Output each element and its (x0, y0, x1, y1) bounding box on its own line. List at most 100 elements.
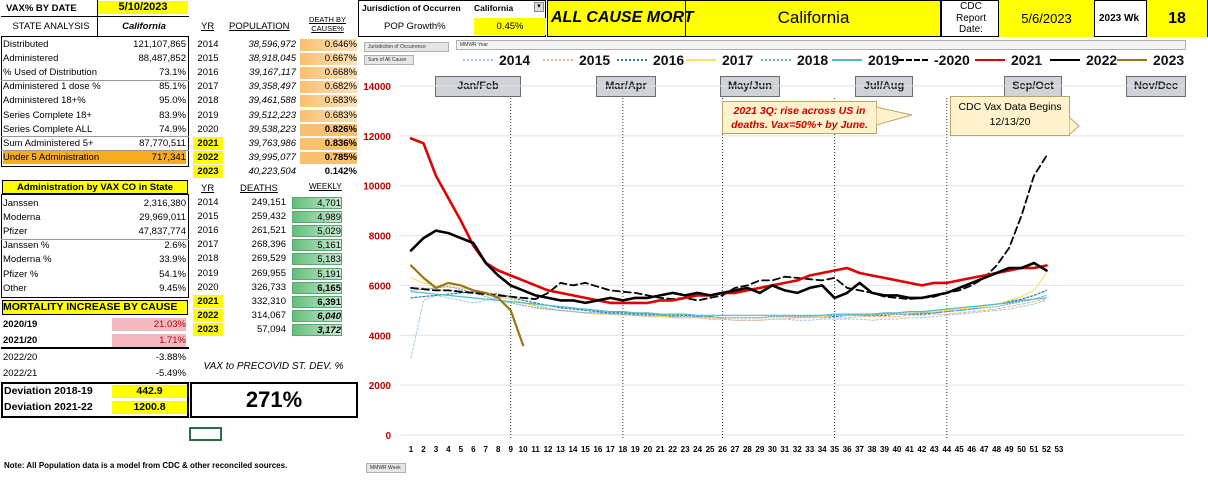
x-tick-label: 3 (434, 445, 439, 454)
cause-pct: 0.683% (300, 95, 357, 108)
yr-header: YR (201, 21, 215, 32)
x-tick-label: 39 (880, 445, 889, 454)
cause-pct: 0.683% (300, 109, 357, 122)
legend-item: 2017 (686, 52, 753, 68)
pop-year: 2017 (197, 81, 219, 93)
legend-label: 2023 (1153, 52, 1185, 68)
mmwr-year-filter-button[interactable]: MMWR Year (456, 40, 1186, 50)
series-line-2020 (410, 154, 1048, 302)
selected-cell[interactable] (189, 427, 222, 441)
sum-filter-button[interactable]: Sum of All Cause (364, 55, 414, 65)
vax-by-date-value: 5/10/2023 (98, 1, 188, 14)
admin-co-value: 2.6% (164, 240, 186, 252)
legend-label: -2020 (934, 52, 970, 68)
weekly-header: WEEKLY (309, 182, 342, 191)
filter-dropdown-icon[interactable]: ▾ (534, 2, 544, 12)
vax-stat-value: 87,770,511 (139, 137, 186, 149)
weekly-value: 6,040 (292, 309, 342, 322)
deaths-year: 2016 (197, 225, 219, 237)
week-value: 18 (1146, 0, 1207, 37)
pop-growth-label: POP Growth% (384, 21, 446, 32)
vax-stat-label: Series Complete 18+ (3, 109, 92, 121)
pop-value: 38,596,972 (248, 39, 296, 50)
vax-stat-label: Series Complete ALL (3, 123, 93, 135)
cause-pct: 0.142% (324, 165, 357, 177)
legend-swatch (1050, 59, 1080, 61)
vax-by-date-label: VAX% BY DATE (6, 3, 77, 14)
vax-stat-value: 85.1% (159, 81, 186, 93)
weekly-value: 6,165 (292, 281, 342, 294)
x-tick-label: 25 (706, 445, 715, 454)
x-tick-label: 11 (531, 445, 540, 454)
month-label: Sep/Oct (1004, 76, 1062, 97)
state-title: California (777, 8, 850, 27)
mortality-value: -5.49% (155, 368, 186, 379)
pop-year: 2016 (197, 67, 219, 79)
weekly-value: 5,183 (292, 253, 342, 266)
vax-stat-value: 95.0% (159, 95, 186, 107)
cause-pct: 0.646% (300, 39, 357, 51)
x-tick-label: 31 (780, 445, 789, 454)
jurisdiction-filter-button[interactable]: Jurisdiction of Occurrence (364, 42, 449, 52)
admin-co-label: Other (3, 282, 27, 294)
deaths-year: 2020 (197, 281, 219, 293)
row-divider (1, 150, 189, 152)
vax-stat-value: 83.9% (159, 109, 186, 121)
x-tick-label: 47 (980, 445, 989, 454)
pop-year: 2019 (197, 109, 219, 121)
x-tick-label: 21 (656, 445, 665, 454)
mmwr-week-filter-button[interactable]: MMWR Week (366, 463, 406, 473)
legend-label: 2016 (653, 52, 685, 68)
pop-value: 39,538,223 (248, 123, 296, 135)
legend-label: 2019 (868, 52, 900, 68)
deaths-year: 2015 (197, 211, 219, 223)
month-label: Mar/Apr (596, 76, 656, 97)
mortality-title: MORTALITY INCREASE BY CAUSE (2, 300, 188, 315)
admin-co-label: Moderna % (3, 254, 52, 266)
pop-year: 2021 (193, 136, 223, 150)
deaths-year: 2014 (197, 197, 219, 208)
admin-by-co-box (1, 194, 189, 298)
jurisdiction-value[interactable]: California (474, 3, 514, 13)
x-tick-label: 26 (718, 445, 727, 454)
pop-value: 39,512,223 (248, 109, 296, 121)
deaths-value: 268,396 (251, 239, 286, 251)
legend-item: 2019 (832, 52, 899, 68)
series-line-2019 (410, 291, 1048, 316)
vax-stat-label: Sum Administered 5+ (3, 137, 94, 149)
x-tick-label: 8 (496, 445, 501, 454)
vax-stat-label: % Used of Distribution (3, 67, 97, 79)
vax-stats-box (1, 36, 189, 167)
admin-co-value: 33.9% (159, 254, 186, 266)
legend-label: 2021 (1011, 52, 1043, 68)
legend-swatch (617, 59, 647, 61)
admin-co-value: 29,969,011 (139, 212, 186, 224)
x-tick-label: 5 (459, 445, 464, 454)
x-tick-label: 35 (830, 445, 839, 454)
weekly-value: 3,172 (292, 323, 342, 336)
mortality-value: 21.03% (112, 318, 186, 331)
x-tick-label: 17 (606, 445, 615, 454)
legend-item: 2016 (617, 52, 684, 68)
y-tick-label: 6000 (369, 281, 392, 292)
legend-item: 2018 (761, 52, 828, 68)
x-tick-label: 30 (768, 445, 777, 454)
x-tick-label: 48 (992, 445, 1001, 454)
pop-year: 2014 (197, 39, 219, 50)
admin-co-label: Moderna (3, 212, 41, 224)
deaths-year: 2018 (197, 253, 219, 265)
vax-stat-label: Administered 1 dose % (3, 81, 101, 93)
deaths-value: 57,094 (256, 323, 286, 335)
pop-year: 2023 (193, 164, 223, 178)
x-tick-label: 2 (421, 445, 426, 454)
x-tick-label: 24 (693, 445, 702, 454)
x-tick-label: 29 (755, 445, 764, 454)
admin-co-label: Pfizer % (3, 268, 39, 280)
x-tick-label: 50 (1017, 445, 1026, 454)
annotation-pointer-1 (876, 106, 913, 125)
weekly-value: 5,029 (292, 225, 342, 238)
cdc-report-label: CDC Report Date: (955, 1, 986, 35)
admin-co-label: Pfizer (3, 226, 28, 238)
x-tick-label: 28 (743, 445, 752, 454)
x-tick-label: 36 (843, 445, 852, 454)
